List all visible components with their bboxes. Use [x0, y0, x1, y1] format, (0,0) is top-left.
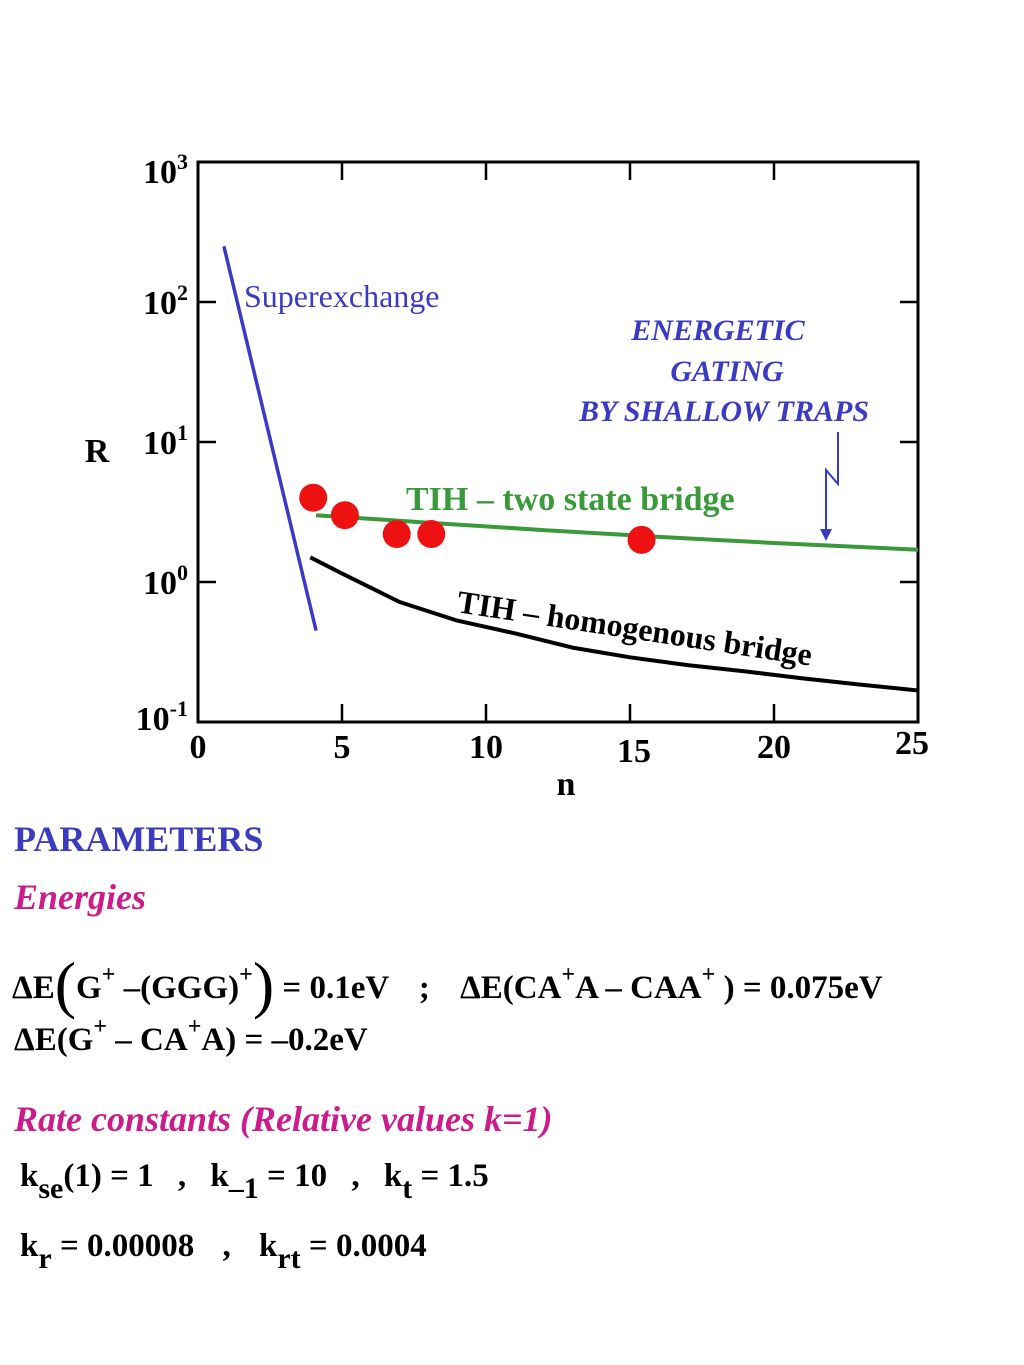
series-label-superexchange: Superexchange — [244, 278, 439, 314]
energies-heading: Energies — [14, 877, 147, 917]
x-axis-label: n — [557, 766, 576, 800]
eq1-g-plus: + — [101, 962, 116, 988]
kt-rest: = 1.5 — [420, 1158, 489, 1194]
series-line — [222, 245, 318, 632]
eq1-separator: ; — [418, 970, 430, 1006]
eq2-ca-plus: + — [187, 1014, 202, 1040]
annotation-text: BY SHALLOW TRAPS — [578, 395, 869, 428]
eq1-a-caa: A – CAA — [575, 970, 702, 1006]
kse-rest: (1) = 1 — [63, 1158, 154, 1194]
series-layer — [222, 245, 919, 693]
km1-k: k — [210, 1158, 229, 1194]
eq1-ggg-plus: + — [239, 962, 253, 988]
krt-sub: rt — [277, 1242, 301, 1275]
eq1-open-paren: ( — [54, 949, 77, 1020]
x-tick-label: 10 — [469, 729, 503, 766]
y-tick-label: 100 — [143, 560, 188, 602]
eq1-value-2: = 0.075eV — [742, 970, 883, 1006]
x-tick-labels: 0 5 10 15 20 25 — [190, 725, 930, 770]
eq1-close-inner: ) — [228, 970, 240, 1006]
series-line — [309, 555, 919, 693]
eq1-open-inner: ( — [140, 970, 152, 1006]
eq2-minus-ca: – CA — [115, 1022, 188, 1058]
x-tick-label: 25 — [895, 725, 929, 762]
eq1-close: ) — [723, 970, 735, 1006]
eq1-delta-e-ca: ΔE(CA — [460, 970, 562, 1006]
y-tick-label: 10-1 — [136, 696, 188, 738]
kr-rest: = 0.00008 — [59, 1228, 195, 1264]
annotation-arrow-head — [820, 528, 832, 541]
rates2-sep: , — [222, 1228, 231, 1264]
data-point — [330, 501, 359, 530]
y-tick-label: 103 — [143, 149, 188, 191]
annotation-text: GATING — [670, 355, 784, 388]
annotation-arrow-line — [825, 432, 839, 529]
kse-sub: se — [38, 1172, 64, 1205]
y-tick-label: 102 — [143, 280, 188, 322]
data-point — [299, 483, 328, 512]
data-point — [627, 525, 656, 554]
kr-sub: r — [38, 1242, 52, 1275]
eq2-delta-e-g: ΔE(G — [14, 1022, 94, 1058]
data-point — [417, 520, 446, 549]
annotation-layer: ENERGETIC GATING BY SHALLOW TRAPS — [578, 314, 869, 541]
km1-sub: –1 — [228, 1172, 259, 1205]
km1-rest: = 10 — [267, 1158, 328, 1194]
x-tick-label: 5 — [334, 729, 351, 766]
kse-k: k — [20, 1158, 39, 1194]
eq1-delta-e: ΔE — [12, 970, 55, 1006]
rates1-sep-2: , — [351, 1158, 360, 1194]
series-line — [315, 513, 919, 552]
eq1-minus: – — [123, 970, 141, 1006]
energy-equation-1: ΔE(G+ –(GGG)+) = 0.1eV ; ΔE(CA+A – CAA+ … — [12, 940, 883, 1020]
kt-sub: t — [402, 1172, 413, 1205]
x-tick-label: 0 — [190, 729, 207, 766]
rate-equation-2: kr = 0.00008 , krt = 0.0004 — [20, 1228, 427, 1275]
series-label-two-state: TIH – two state bridge — [406, 481, 735, 518]
x-tick-label: 20 — [757, 729, 791, 766]
rate-equation-1: kse(1) = 1 , k–1 = 10 , kt = 1.5 — [20, 1158, 489, 1205]
annotation-text: ENERGETIC — [630, 314, 805, 347]
y-tick-labels: 10-1 100 101 102 103 — [136, 149, 188, 738]
eq2-rest: A) = –0.2eV — [201, 1022, 368, 1058]
chart: 0 5 10 15 20 25 10-1 100 101 102 103 n R Superexc… — [85, 149, 930, 800]
y-tick-label: 101 — [143, 420, 188, 462]
eq1-ggg: GGG — [151, 970, 229, 1006]
data-point — [382, 520, 411, 549]
rate-constants-heading: Rate constants (Relative values k=1) — [14, 1099, 553, 1139]
eq1-caa-plus: + — [701, 962, 716, 988]
krt-rest: = 0.0004 — [308, 1228, 427, 1264]
eq1-close-paren: ) — [252, 949, 275, 1020]
parameters-heading: PARAMETERS — [14, 819, 264, 859]
krt-k: k — [259, 1228, 278, 1264]
eq1-g: G — [76, 970, 102, 1006]
eq2-g-plus: + — [93, 1014, 108, 1040]
kr-k: k — [20, 1228, 39, 1264]
eq1-ca-plus: + — [561, 962, 576, 988]
axis-ticks — [198, 162, 918, 722]
rates1-sep-1: , — [177, 1158, 187, 1194]
y-axis-label: R — [85, 433, 110, 470]
energy-equation-2: ΔE(G+ – CA+A) = –0.2eV — [14, 1014, 368, 1059]
eq1-value: = 0.1eV — [282, 970, 389, 1006]
x-tick-label: 15 — [617, 733, 651, 770]
kt-k: k — [383, 1158, 403, 1194]
